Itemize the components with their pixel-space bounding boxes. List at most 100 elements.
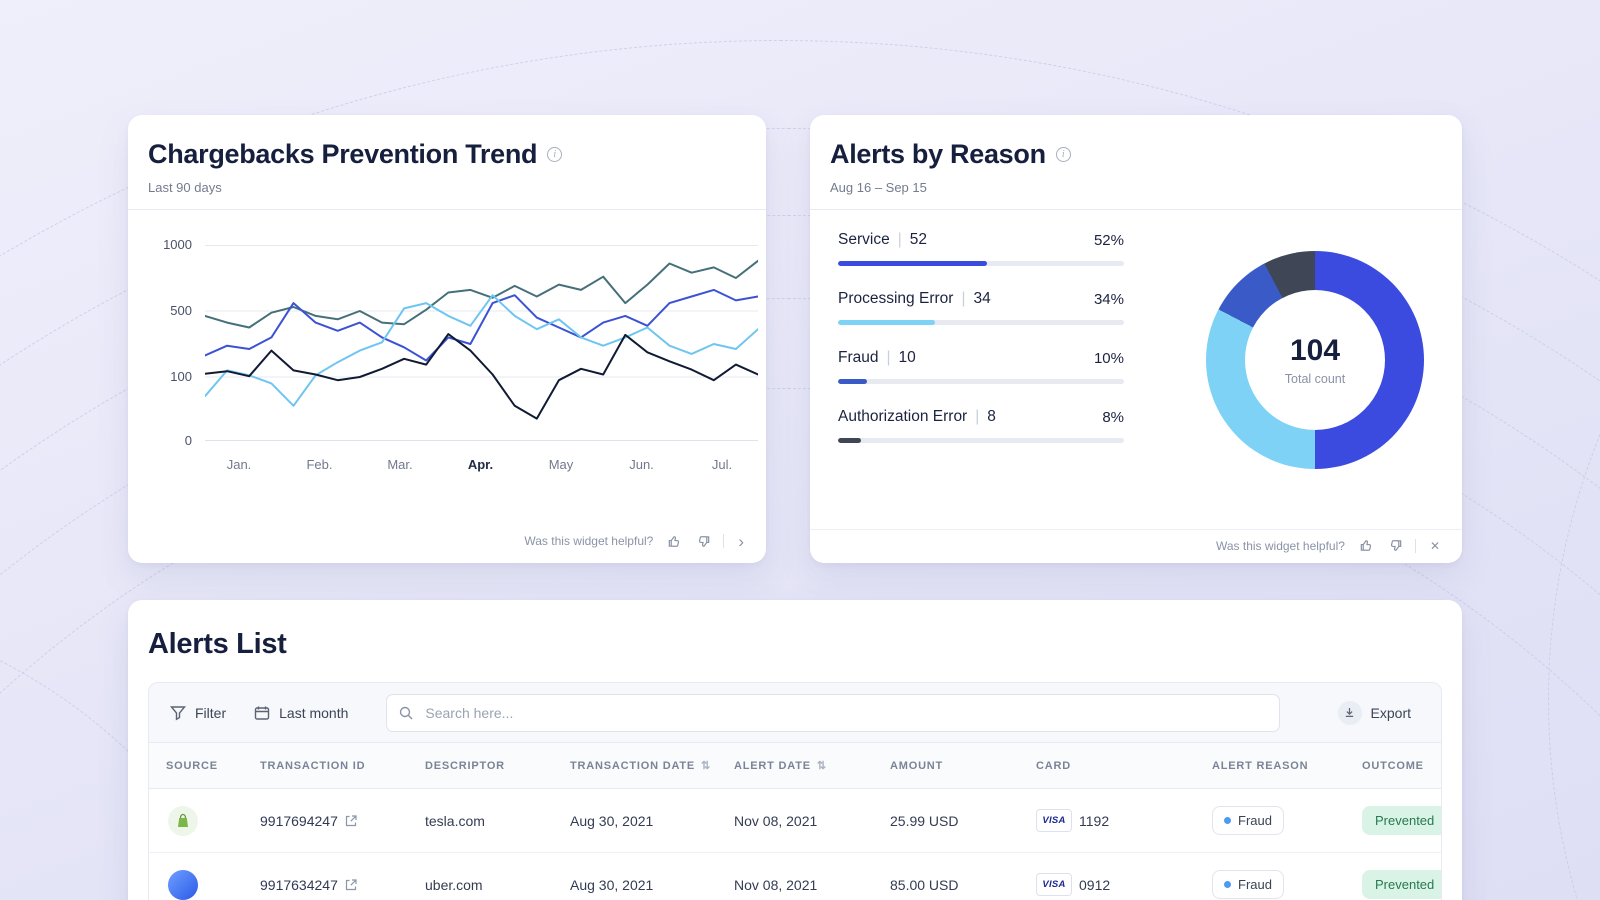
transaction-id: 9917634247 [260,876,338,893]
divider [810,209,1462,210]
column-header: Card [1036,759,1071,772]
y-axis-tick: 1000 [163,237,192,252]
helpful-question: Was this widget helpful? [1215,538,1345,553]
line-chart-plot [205,245,758,441]
x-axis-label: Jun. [629,457,654,472]
outcome-badge: Prevented [1362,806,1441,835]
table-header-row: Source Transaction ID Descriptor Transactio… [149,743,1441,789]
reason-bar-fill [838,438,861,443]
reason-row: Processing Error 34 34% [838,290,1124,325]
y-axis-labels: 1000 500 100 0 [128,237,198,448]
reason-count: 52 [909,231,927,248]
x-axis-label: Jul. [711,457,733,472]
card-subtitle: Aug 16 – Sep 15 [830,180,927,195]
thumbs-down-button[interactable] [694,532,713,551]
reason-bar-track [838,320,1124,325]
thumbs-up-icon [1360,540,1372,551]
table-row[interactable]: 9917634247 uber.com Aug 30, 2021 Nov 08, 20… [149,853,1441,900]
thumbs-up-icon [669,535,680,547]
column-header[interactable]: Transaction Date ⇅ [570,759,712,773]
thumbs-up-button[interactable] [665,532,684,551]
transaction-id: 9917694247 [260,812,338,829]
outcome-badge: Prevented [1362,870,1441,899]
chart-line-series-navy [205,333,758,420]
column-header: Alert Reason [1212,759,1309,772]
reason-label: Service [838,231,890,248]
reason-bar-track [838,261,1124,266]
period-label: Last month [279,704,349,721]
transaction-date: Aug 30, 2021 [570,812,654,829]
card-title: Alerts by Reason [830,139,1046,169]
amount: 85.00 USD [890,876,959,893]
filter-label: Filter [195,704,227,721]
sort-icon[interactable]: ⇅ [816,760,827,772]
separator [898,231,902,249]
column-header: Amount [890,759,944,772]
reason-count: 34 [973,290,991,307]
search-icon [400,706,413,719]
download-icon [1337,700,1362,725]
thumbs-down-icon [1390,540,1402,551]
info-icon[interactable] [1055,147,1071,162]
alerts-table: Filter Last month Export SourceTran [148,682,1442,900]
close-widget-button[interactable] [1426,536,1444,555]
stripe-source-icon [168,869,198,900]
column-header[interactable]: Alert Date ⇅ [734,759,827,773]
external-link-icon[interactable] [345,878,357,891]
amount: 25.99 USD [890,812,959,829]
reason-label: Fraud [838,349,879,366]
descriptor: tesla.com [425,812,485,829]
sort-icon[interactable]: ⇅ [701,760,712,772]
x-axis-label: Apr. [467,457,494,472]
thumbs-down-button[interactable] [1386,536,1405,555]
x-axis-label: Feb. [306,457,333,472]
column-header: Transaction ID [260,759,366,772]
reason-count: 8 [987,408,996,425]
total-count: 104 [1289,334,1341,367]
search-box [386,693,1280,732]
reason-list: Service 52 52% Processing Error 34 34% Fraud 10… [838,231,1124,467]
divider [128,209,766,210]
column-header: Outcome [1362,759,1424,772]
chart-line-series-blue [205,288,758,362]
thumbs-up-button[interactable] [1357,536,1376,555]
alert-reason-pill: Fraud [1212,806,1284,835]
filter-button[interactable]: Filter [160,697,236,729]
reason-bar-fill [838,261,987,266]
card-subtitle: Last 90 days [148,180,222,195]
line-chart: 1000 500 100 0 Jan. Feb. Mar. Apr. May Jun. Jul. [128,237,766,495]
shopify-source-icon [168,805,198,836]
reason-bar-track [838,379,1124,384]
period-button[interactable]: Last month [244,697,358,729]
export-button[interactable]: Export [1332,693,1417,733]
thumbs-down-icon [699,535,710,547]
card-last4: 1192 [1079,812,1110,829]
separator [887,349,891,367]
reason-row: Service 52 52% [838,231,1124,266]
card-network-badge: VISA [1036,809,1072,832]
separator [975,408,979,426]
chart-line-series-teal [205,259,758,329]
expand-chevron-button[interactable] [734,531,748,552]
card-last4: 0912 [1079,876,1111,893]
external-link-icon[interactable] [345,814,357,827]
alert-date: Nov 08, 2021 [734,876,818,893]
x-axis-labels: Jan. Feb. Mar. Apr. May Jun. Jul. [205,457,758,477]
info-icon[interactable] [547,147,563,162]
reason-percent: 52% [1093,231,1124,249]
page-title: Alerts List [148,628,287,660]
search-input[interactable] [386,693,1280,732]
transaction-date: Aug 30, 2021 [570,876,654,893]
alert-reason-pill: Fraud [1212,870,1284,899]
reason-row: Fraud 10 10% [838,349,1124,384]
x-axis-label: May [548,457,574,472]
x-axis-label: Jan. [226,457,252,472]
table-row[interactable]: 9917694247 tesla.com Aug 30, 2021 Nov 08, 2… [149,789,1441,853]
export-label: Export [1370,704,1411,721]
reason-dot-icon [1224,881,1231,888]
alert-date: Nov 08, 2021 [734,812,818,829]
donut-chart: 104 Total count [1206,251,1424,469]
reason-dot-icon [1224,817,1231,824]
calendar-icon [254,706,270,720]
